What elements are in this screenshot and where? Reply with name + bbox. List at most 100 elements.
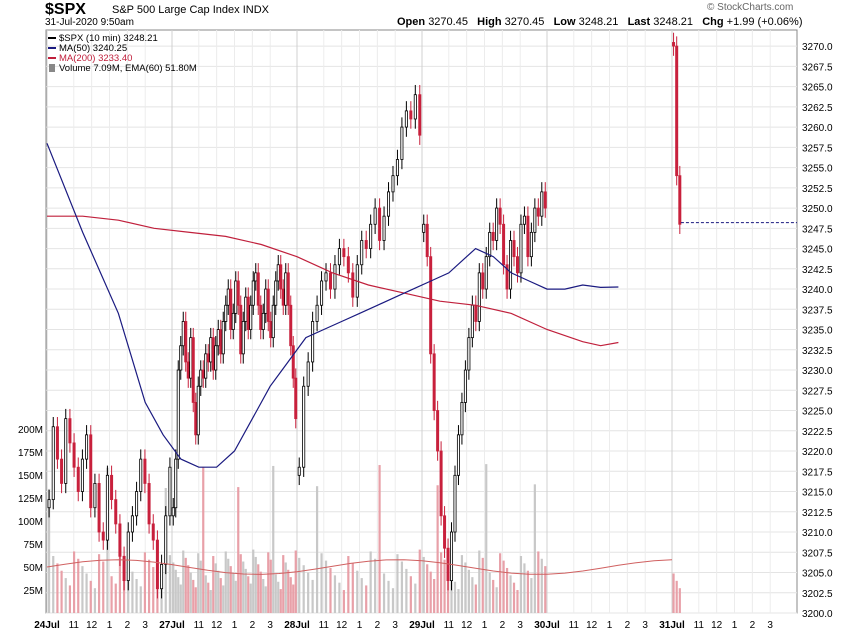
time-tick-label: 11 [69, 620, 80, 631]
candle-body [460, 402, 464, 436]
volume-bar [298, 557, 301, 613]
last-label: Last [627, 16, 651, 28]
volume-bar [77, 558, 80, 613]
volume-bar [217, 570, 220, 613]
volume-bar [207, 582, 210, 613]
time-tick-label: 12 [461, 620, 473, 631]
volume-bar [234, 580, 237, 613]
price-tick-label: 3250.0 [802, 204, 833, 215]
volume-bar [147, 559, 151, 613]
volume-bar [526, 570, 530, 613]
candle-body [382, 215, 386, 241]
volume-bar [516, 590, 519, 613]
volume-bar [544, 566, 547, 613]
price-tick-label: 3270.0 [802, 42, 833, 53]
candle-body [439, 450, 443, 517]
volume-bar [174, 569, 177, 613]
candle-body [413, 94, 417, 120]
candle-body [251, 280, 255, 306]
volume-bar [315, 486, 319, 613]
volume-bar [143, 552, 147, 613]
candle-body [196, 385, 200, 436]
candle-body [274, 280, 278, 306]
candle-body [387, 191, 391, 217]
volume-bar [311, 579, 314, 613]
candle-body [135, 491, 139, 517]
volume-bar [89, 580, 92, 613]
chart-symbol: $SPX [45, 1, 86, 18]
candle-body [155, 539, 159, 590]
price-tick-label: 3217.5 [802, 467, 833, 478]
volume-bar [396, 554, 399, 613]
volume-bar [374, 558, 377, 613]
candle-body [505, 264, 509, 290]
candle-body [450, 531, 454, 582]
candle-body [126, 531, 130, 582]
volume-bar [202, 466, 205, 613]
open-value: 3270.45 [428, 16, 468, 28]
candle-body [160, 564, 164, 590]
candle-body [239, 304, 243, 355]
candle-body [246, 296, 250, 330]
volume-bar [199, 560, 202, 613]
candle-body [105, 474, 109, 541]
low-label: Low [553, 16, 576, 28]
volume-bar [72, 551, 76, 613]
volume-bar [194, 587, 197, 613]
candle-body [291, 345, 295, 379]
time-tick-label: 2 [750, 620, 756, 631]
volume-tick-label: 25M [24, 586, 43, 597]
volume-bar [232, 573, 235, 613]
volume-bar [499, 553, 502, 613]
candle-body [264, 288, 268, 314]
candle-body [199, 369, 203, 387]
time-tick-label: 3 [142, 620, 148, 631]
candle-body [474, 304, 478, 322]
brand-link[interactable]: © StockCharts.com [707, 2, 794, 13]
time-tick-label: 31Jul [659, 620, 685, 631]
volume-bar [197, 553, 200, 613]
price-tick-label: 3252.5 [802, 184, 833, 195]
candle-body [373, 207, 377, 225]
candle-body [249, 304, 253, 330]
volume-bar [678, 588, 681, 613]
candle-body [395, 159, 399, 177]
time-tick-label: 1 [482, 620, 488, 631]
candle-body [236, 280, 240, 306]
legend-label: MA(50) 3240.25 [59, 43, 127, 54]
last-value: 3248.21 [653, 16, 694, 28]
volume-bar [488, 572, 491, 613]
candle-body [171, 507, 175, 517]
volume-bar [242, 561, 245, 613]
volume-bar [426, 564, 429, 613]
candle-body [216, 329, 220, 347]
candle-body [328, 272, 332, 290]
chg-label: Chg [702, 16, 724, 28]
price-tick-label: 3262.5 [802, 103, 833, 114]
candle-body [80, 458, 84, 492]
price-tick-label: 3237.5 [802, 305, 833, 316]
candle-body [276, 264, 280, 282]
volume-bar [439, 552, 443, 613]
volume-bar [209, 590, 212, 613]
volume-bar [254, 556, 257, 613]
volume-bar [378, 465, 381, 613]
candle-body [206, 353, 210, 363]
candle-body [515, 256, 519, 274]
candle-body [672, 42, 676, 47]
candle-body [529, 231, 533, 258]
price-tick-label: 3235.0 [802, 326, 833, 337]
volume-bar [204, 575, 207, 613]
volume-bar [81, 566, 84, 613]
candle-body [226, 288, 230, 306]
volume-bar [252, 549, 255, 613]
volume-bar [365, 585, 368, 613]
volume-bar [450, 574, 453, 613]
legend-label: MA(200) 3233.40 [59, 53, 132, 64]
volume-bar [184, 557, 187, 613]
time-tick-label: 30Jul [534, 620, 560, 631]
candle-body [502, 223, 506, 266]
low-value: 3248.21 [578, 16, 619, 28]
candle-body [281, 288, 285, 306]
time-tick-label: 3 [767, 620, 773, 631]
